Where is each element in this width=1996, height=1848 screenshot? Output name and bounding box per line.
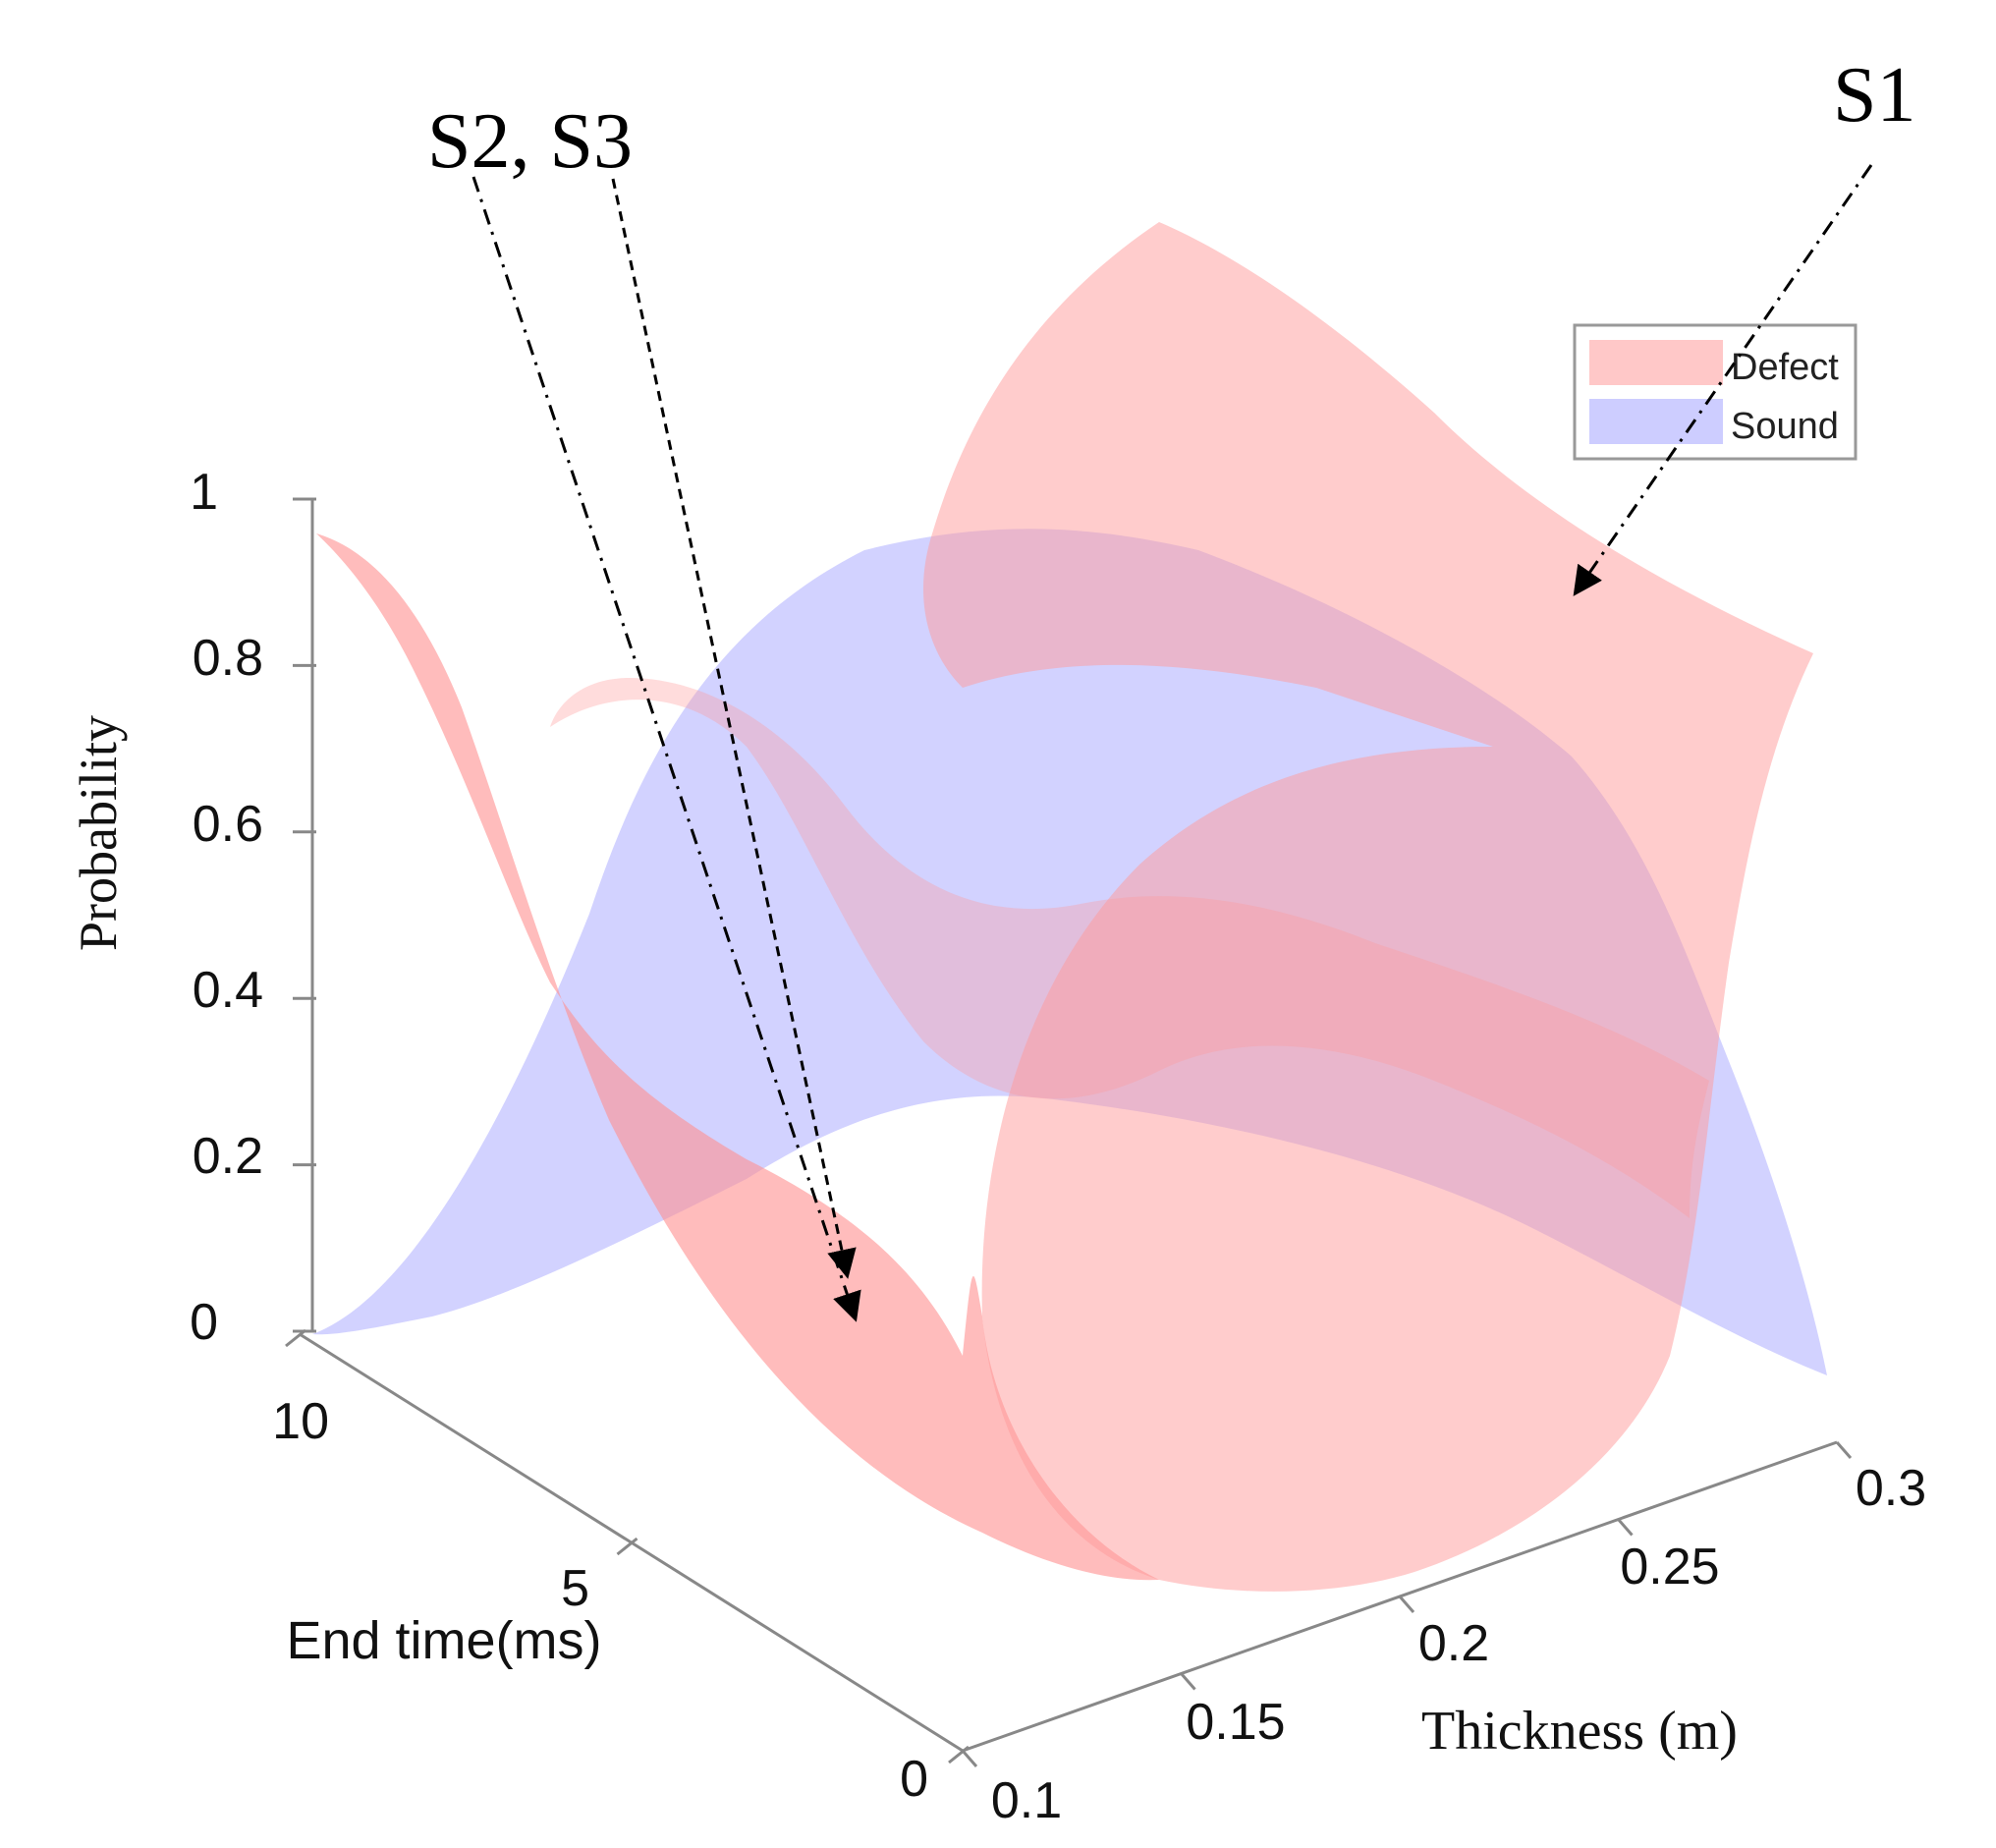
axes bbox=[285, 497, 1853, 1767]
x-tick-mark bbox=[1617, 1518, 1634, 1537]
z-axis-label: End time(ms) bbox=[286, 1611, 601, 1670]
x-tick-label: 0.15 bbox=[1186, 1694, 1285, 1751]
y-tick-label: 0.6 bbox=[193, 796, 263, 853]
x-tick-label: 0.1 bbox=[991, 1772, 1062, 1829]
legend-label-sound: Sound bbox=[1731, 406, 1839, 447]
annotation-s2-arrow bbox=[471, 176, 861, 1322]
legend-label-defect: Defect bbox=[1731, 347, 1839, 388]
y-tick-label: 0.2 bbox=[193, 1128, 263, 1185]
legend-swatch-sound bbox=[1589, 399, 1723, 444]
z-tick-label: 5 bbox=[561, 1560, 589, 1617]
annotation-s2-s3: S2, S3 bbox=[427, 98, 633, 185]
annotation-s1: S1 bbox=[1833, 52, 1916, 139]
z-tick-mark bbox=[616, 1537, 638, 1556]
legend-swatch-defect bbox=[1589, 340, 1723, 385]
x-tick-label: 0.3 bbox=[1856, 1460, 1926, 1517]
x-tick-label: 0.2 bbox=[1418, 1615, 1489, 1672]
surfaces bbox=[312, 222, 1827, 1592]
x-axis-label: Thickness (m) bbox=[1421, 1701, 1738, 1762]
y-tick-label: 1 bbox=[190, 464, 218, 521]
x-tick-mark bbox=[1398, 1596, 1415, 1613]
x-tick-mark bbox=[1835, 1441, 1853, 1459]
x-tick-label: 0.25 bbox=[1620, 1539, 1719, 1596]
z-tick-mark bbox=[285, 1328, 306, 1348]
annotation-s3-arrow bbox=[611, 178, 857, 1279]
x-tick-mark bbox=[1180, 1672, 1196, 1691]
y-axis-label: Probability bbox=[69, 715, 128, 951]
z-tick-label: 10 bbox=[272, 1393, 329, 1450]
x-tick-labels: 0.1 0.15 0.2 0.25 0.3 bbox=[991, 1460, 1926, 1829]
defect-surface-fold bbox=[550, 678, 1709, 1218]
annotations: S1 S2, S3 bbox=[427, 52, 1916, 1322]
y-tick-label: 0 bbox=[190, 1294, 218, 1351]
y-tick-label: 0.4 bbox=[193, 962, 263, 1019]
z-tick-labels: 0 5 10 bbox=[272, 1393, 928, 1808]
defect-surface-left bbox=[316, 533, 1159, 1581]
z-tick-label: 0 bbox=[900, 1751, 928, 1808]
x-tick-mark bbox=[961, 1750, 978, 1767]
y-tick-label: 0.8 bbox=[193, 630, 263, 687]
y-tick-labels: 0 0.2 0.4 0.6 0.8 1 bbox=[190, 464, 263, 1351]
